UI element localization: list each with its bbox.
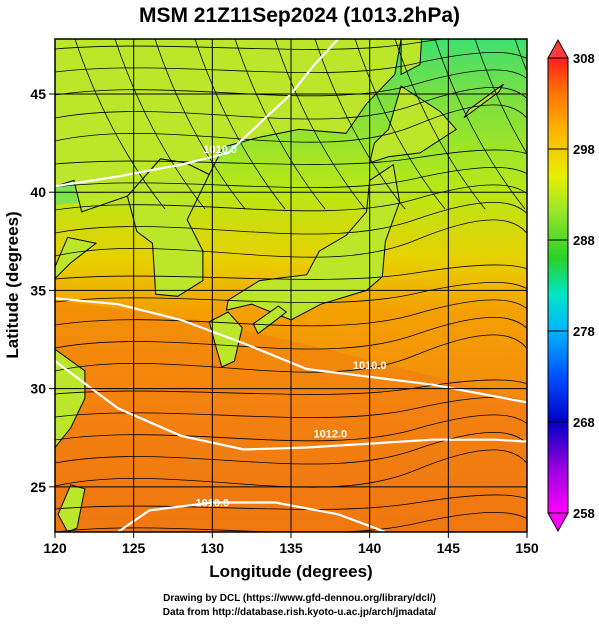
x-tick-label: 140 <box>358 540 382 556</box>
streamline <box>55 449 527 488</box>
credit-drawing: Drawing by DCL (https://www.gfd-dennou.o… <box>163 593 436 604</box>
colorbar-tick-label: 288 <box>573 233 595 248</box>
x-tick-label: 125 <box>122 540 146 556</box>
streamline <box>314 39 406 210</box>
colorbar: 258 268 278 288 298 308 <box>547 38 595 533</box>
kuril-islands <box>463 83 504 119</box>
isobar-line <box>55 39 340 188</box>
streamline <box>55 219 527 258</box>
colorbar-tick-label: 258 <box>573 506 595 521</box>
japan-shikoku <box>252 305 288 335</box>
japan-kyushu <box>208 311 243 368</box>
isobar-label: 1012.0 <box>313 429 347 441</box>
streamline <box>274 39 366 210</box>
y-axis-label: Latitude (degrees) <box>3 211 22 358</box>
streamline <box>354 39 446 210</box>
y-tick-label: 45 <box>30 86 46 102</box>
streamline <box>55 334 527 373</box>
x-axis: 120 125 130 135 140 145 150 <box>43 532 539 556</box>
x-axis-label: Longitude (degrees) <box>209 562 372 581</box>
streamline <box>55 149 527 165</box>
streamline <box>55 414 527 442</box>
x-tick-label: 145 <box>437 540 461 556</box>
colorbar-tick-label: 268 <box>573 415 595 430</box>
streamline <box>55 39 527 50</box>
streamline <box>55 87 527 120</box>
landmasses <box>55 39 504 532</box>
colorbar-max-arrow <box>547 38 569 59</box>
streamline <box>394 39 486 210</box>
y-tick-label: 30 <box>30 381 46 397</box>
colorbar-min-arrow <box>547 512 569 533</box>
streamline <box>234 39 326 210</box>
streamline <box>55 512 527 532</box>
isobar-line <box>55 360 527 451</box>
streamline <box>55 104 527 143</box>
y-axis: 25 30 35 40 45 <box>30 86 55 495</box>
streamline <box>55 184 527 212</box>
isobars <box>55 39 527 532</box>
colorbar-tick-label: 278 <box>573 324 595 339</box>
streamline <box>55 52 527 74</box>
streamline <box>55 379 527 395</box>
streamline <box>55 432 527 465</box>
shandong-peninsula <box>55 236 98 280</box>
streamline <box>114 39 206 210</box>
streamline <box>55 264 527 280</box>
y-tick-label: 40 <box>30 184 46 200</box>
colorbar-ramp <box>547 57 569 514</box>
x-tick-label: 120 <box>43 540 67 556</box>
x-tick-label: 150 <box>515 540 539 556</box>
china-coast <box>55 348 86 449</box>
japan-hokkaido <box>369 85 457 164</box>
asia-mainland <box>55 39 402 213</box>
streamline <box>74 39 166 210</box>
streamline <box>194 39 286 210</box>
streamline <box>514 39 527 73</box>
streamline <box>474 39 527 155</box>
streamline <box>154 39 246 210</box>
figure-title: MSM 21Z11Sep2024 (1013.2hPa) <box>138 4 460 27</box>
streamline <box>55 299 527 327</box>
y-tick-label: 25 <box>30 479 46 495</box>
x-tick-label: 130 <box>201 540 225 556</box>
y-tick-label: 35 <box>30 282 46 298</box>
gridlines <box>55 39 527 532</box>
streamline <box>55 167 527 189</box>
streamline <box>55 282 527 304</box>
x-tick-label: 135 <box>279 540 303 556</box>
streamline <box>55 494 527 510</box>
isobar-label: 1010.0 <box>203 144 237 156</box>
streamline <box>434 39 526 210</box>
colorbar-tick-label: 308 <box>573 51 595 66</box>
streamline <box>55 317 527 350</box>
colorbar-tick-label: 298 <box>573 142 595 157</box>
credit-data: Data from http://database.rish.kyoto-u.a… <box>162 607 437 618</box>
isobar-line <box>55 297 527 404</box>
streamline <box>55 202 527 235</box>
isobar-line <box>117 501 386 532</box>
